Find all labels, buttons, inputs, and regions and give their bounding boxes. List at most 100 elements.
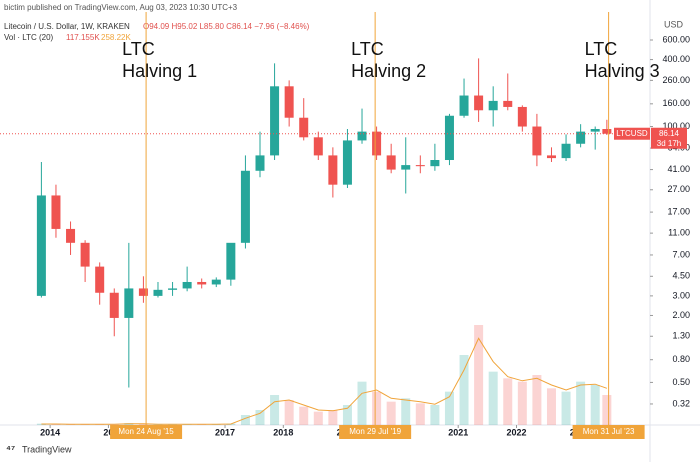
y-tick-label: 0.50 bbox=[672, 377, 690, 387]
candle-body bbox=[590, 129, 600, 132]
candle-body bbox=[517, 106, 527, 127]
halving-annotation: Halving 2 bbox=[351, 61, 426, 81]
halving-annotation: LTC bbox=[585, 39, 618, 59]
volume-bar bbox=[372, 391, 382, 425]
volume-bar bbox=[357, 381, 367, 425]
halving-date-tag bbox=[339, 425, 412, 439]
brand: TradingView bbox=[22, 444, 72, 454]
countdown: 3d 17h bbox=[657, 139, 681, 148]
candle-body bbox=[342, 140, 352, 185]
y-tick-label: 260.00 bbox=[662, 75, 690, 85]
candle-body bbox=[459, 95, 469, 116]
volume-bar bbox=[342, 405, 352, 425]
candle-body bbox=[546, 155, 556, 159]
x-tick-label: 2014 bbox=[40, 427, 60, 437]
candle-body bbox=[138, 288, 148, 296]
price-tag bbox=[651, 127, 687, 149]
y-tick-label: 17.00 bbox=[667, 206, 690, 216]
candle-body bbox=[430, 160, 440, 167]
volume-bar bbox=[284, 400, 294, 425]
y-tick-label: 100.00 bbox=[662, 121, 690, 131]
x-tick-label: 2021 bbox=[448, 427, 468, 437]
volume-bar bbox=[546, 388, 556, 425]
y-tick-label: 4.50 bbox=[672, 271, 690, 281]
candle-body bbox=[299, 117, 309, 138]
y-tick-label: 0.80 bbox=[672, 354, 690, 364]
volume-bar bbox=[474, 325, 484, 425]
candle-body bbox=[357, 131, 367, 141]
volume-bar bbox=[138, 424, 148, 425]
candle-body bbox=[284, 86, 294, 118]
volume-bar bbox=[576, 381, 586, 425]
candle-body bbox=[488, 100, 498, 111]
y-tick-label: 2.00 bbox=[672, 310, 690, 320]
y-tick-label: 3.00 bbox=[672, 290, 690, 300]
y-tick-label: 1.30 bbox=[672, 331, 690, 341]
candle-body bbox=[226, 242, 236, 280]
candle-body bbox=[270, 86, 280, 156]
y-tick-label: 160.00 bbox=[662, 98, 690, 108]
volume-bar bbox=[328, 410, 338, 425]
published-note: bictim published on TradingView.com, Aug… bbox=[4, 3, 238, 12]
candle-body bbox=[401, 165, 411, 170]
candle-body bbox=[124, 288, 134, 318]
legend-symbol: Litecoin / U.S. Dollar, 1W, KRAKEN bbox=[4, 22, 130, 31]
legend-volume-ma-last: 258.22K bbox=[101, 33, 131, 42]
halving-date-tag bbox=[110, 425, 183, 439]
volume-bar bbox=[240, 415, 250, 425]
candle-body bbox=[168, 288, 178, 290]
volume-bar bbox=[313, 411, 323, 425]
legend-ohlc: O94.09 H95.02 L85.80 C86.14 −7.96 (−8.46… bbox=[143, 22, 310, 31]
candle-body bbox=[386, 155, 396, 170]
candle-body bbox=[51, 195, 61, 229]
candle-body bbox=[328, 155, 338, 185]
volume-bar bbox=[386, 401, 396, 425]
candle-body bbox=[602, 129, 612, 134]
candle-body bbox=[109, 292, 119, 318]
volume-bar bbox=[590, 385, 600, 425]
y-tick-label: 0.32 bbox=[672, 398, 690, 408]
candle-body bbox=[240, 170, 250, 243]
candle-body bbox=[153, 289, 163, 296]
volume-bar bbox=[299, 406, 309, 425]
volume-bar bbox=[561, 391, 571, 425]
candle-body bbox=[36, 195, 46, 296]
candle-body bbox=[313, 137, 323, 156]
volume-bar bbox=[444, 391, 454, 425]
legend-volume-last: 117.155K bbox=[66, 33, 100, 42]
candle-body bbox=[561, 143, 571, 159]
currency: USD bbox=[664, 19, 684, 29]
x-tick-label: 2017 bbox=[215, 427, 235, 437]
halving-annotation: LTC bbox=[122, 39, 155, 59]
candle-body bbox=[576, 131, 586, 144]
halving-date-label: Mon 31 Jul '23 bbox=[583, 427, 635, 436]
symbol-tag bbox=[614, 127, 650, 140]
candle-body bbox=[372, 131, 382, 156]
halving-date-label: Mon 24 Aug '15 bbox=[118, 427, 174, 436]
halving-annotation: Halving 1 bbox=[122, 61, 197, 81]
candle-body bbox=[197, 281, 207, 285]
volume-bar bbox=[415, 403, 425, 425]
volume-bar bbox=[401, 398, 411, 425]
candle-body bbox=[211, 279, 221, 285]
candle-body bbox=[95, 266, 105, 293]
volume-bar bbox=[36, 423, 46, 425]
candle-body bbox=[182, 281, 192, 289]
x-tick-label: 2018 bbox=[273, 427, 293, 437]
candle-body bbox=[503, 100, 513, 107]
legend-volume: Vol · LTC (20) bbox=[4, 33, 54, 42]
x-tick-label: 20 bbox=[103, 427, 113, 437]
y-tick-label: 41.00 bbox=[667, 164, 690, 174]
candle-body bbox=[80, 242, 90, 267]
halving-annotation: Halving 3 bbox=[585, 61, 660, 81]
volume-bar bbox=[517, 381, 527, 425]
brand-logo: ⁴⁷ bbox=[6, 445, 15, 456]
candle-body bbox=[66, 228, 76, 243]
volume-bar bbox=[459, 355, 469, 425]
volume-bar bbox=[488, 371, 498, 425]
candle-body bbox=[415, 165, 425, 167]
candle-body bbox=[255, 155, 265, 171]
volume-ma-line bbox=[41, 337, 608, 425]
halving-date-tag bbox=[572, 425, 645, 439]
